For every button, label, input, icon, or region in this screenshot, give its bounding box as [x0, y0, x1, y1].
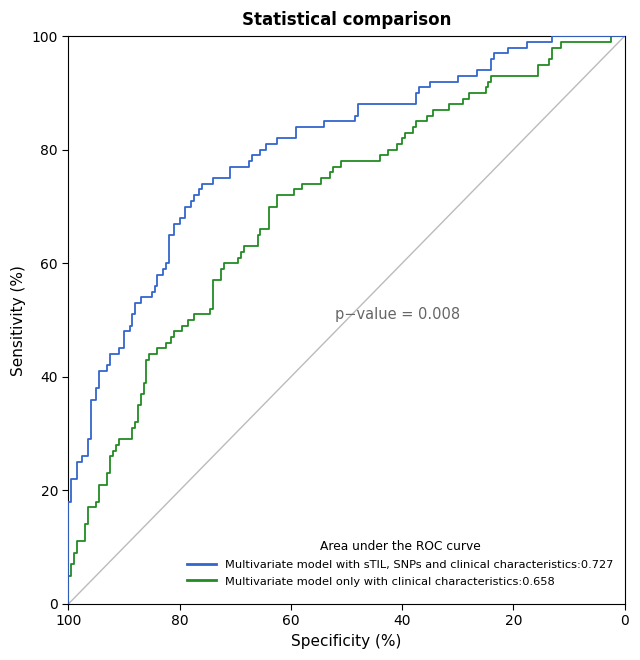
Title: Statistical comparison: Statistical comparison [242, 11, 451, 29]
Legend: Multivariate model with sTIL, SNPs and clinical characteristics:0.727, Multivari: Multivariate model with sTIL, SNPs and c… [182, 535, 619, 593]
Text: p−value = 0.008: p−value = 0.008 [335, 307, 461, 322]
X-axis label: Specificity (%): Specificity (%) [291, 634, 402, 649]
Y-axis label: Sensitivity (%): Sensitivity (%) [11, 265, 26, 376]
